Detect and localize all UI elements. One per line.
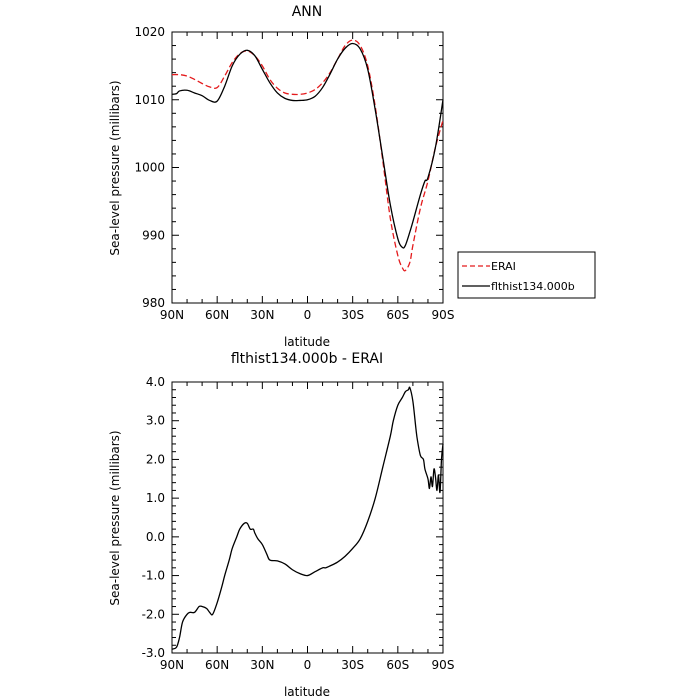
bottom-x-tick-label: 30N [250,658,274,672]
top-plot-frame [171,31,444,304]
top-y-tick-label: 980 [142,296,165,310]
bottom-x-axis-label: latitude [284,685,330,699]
bottom-y-tick-label: 3.0 [146,414,165,428]
top-x-tick-label: 90N [160,308,184,322]
top-series-line-flthist134-000b [171,42,444,249]
bottom-y-tick-label: 2.0 [146,452,165,466]
top-x-tick-label: 60N [205,308,229,322]
bottom-series-line-difference [171,386,444,650]
top-y-tick-label: 1010 [134,93,165,107]
top-x-axis-label: latitude [284,335,330,349]
top-y-axis-label: Sea-level pressure (millibars) [108,80,122,255]
top-chart-title: ANN [292,4,323,20]
top-x-tick-label: 60S [386,308,409,322]
bottom-x-tick-label: 90N [160,658,184,672]
top-x-tick-label: 0 [304,308,312,322]
top-y-tick-label: 1000 [134,161,165,175]
bottom-x-tick-label: 90S [432,658,455,672]
top-y-tick-label: 990 [142,228,165,242]
legend-label-erai: ERAI [491,260,516,273]
bottom-y-tick-label: -3.0 [142,646,165,660]
bottom-y-tick-label: 1.0 [146,491,165,505]
top-panel: ANN Sea-level pressure (millibars) latit… [108,4,596,349]
legend: ERAI flthist134.000b [457,251,596,299]
bottom-y-tick-label: -2.0 [142,607,165,621]
bottom-panel: flthist134.000b - ERAI Sea-level pressur… [108,351,454,699]
bottom-x-tick-label: 60S [386,658,409,672]
bottom-chart-title: flthist134.000b - ERAI [231,351,383,367]
bottom-x-tick-label: 0 [304,658,312,672]
bottom-x-tick-label: 60N [205,658,229,672]
bottom-y-axis-label: Sea-level pressure (millibars) [108,430,122,605]
bottom-plot-frame [171,381,444,654]
bottom-y-tick-label: 4.0 [146,375,165,389]
top-series-line-erai [171,39,444,272]
top-x-tick-label: 30N [250,308,274,322]
top-y-tick-label: 1020 [134,25,165,39]
bottom-y-tick-label: -1.0 [142,569,165,583]
top-x-tick-label: 30S [341,308,364,322]
legend-box [457,251,596,299]
top-x-tick-label: 90S [432,308,455,322]
bottom-x-tick-label: 30S [341,658,364,672]
legend-label-model: flthist134.000b [491,280,575,293]
bottom-y-tick-label: 0.0 [146,530,165,544]
